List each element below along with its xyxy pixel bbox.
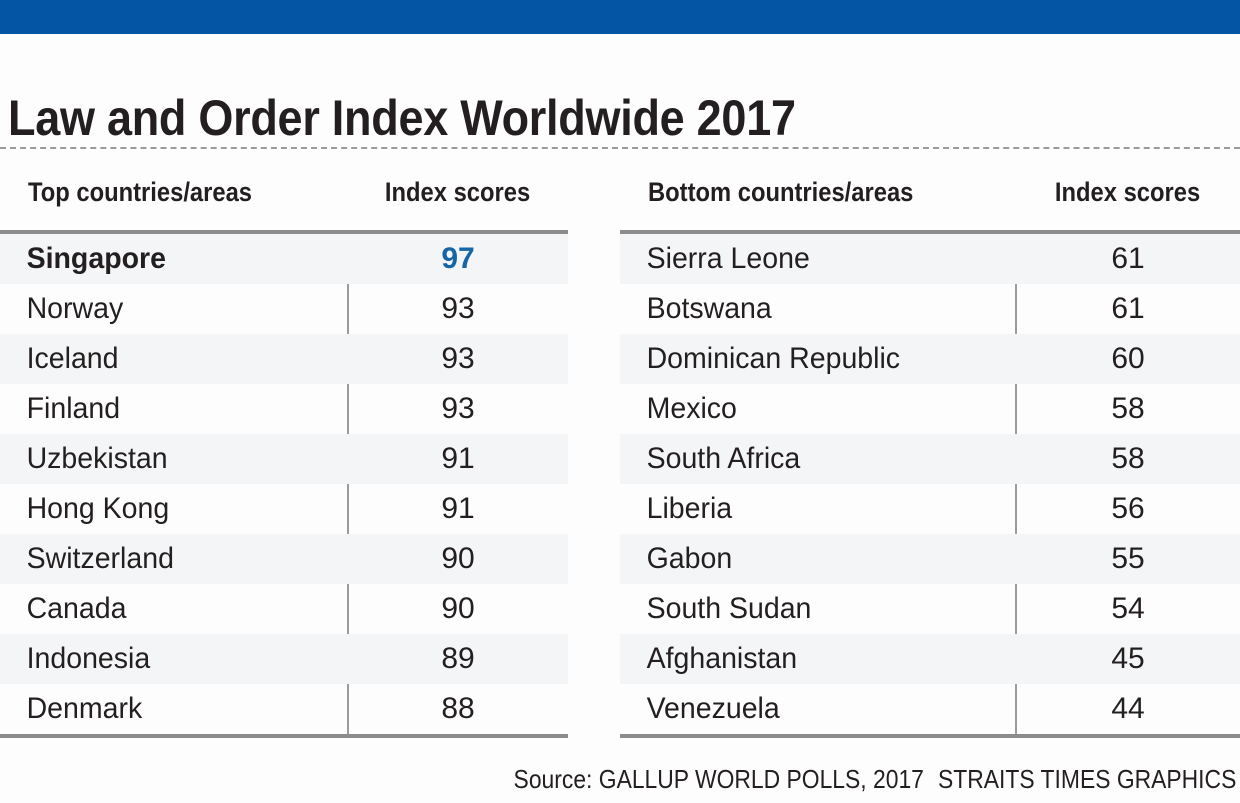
country-score: 90 — [441, 542, 475, 575]
table-row[interactable]: Botswana 61 — [620, 284, 1240, 334]
table-row[interactable]: Denmark 88 — [0, 684, 568, 734]
table-row[interactable]: Mexico 58 — [620, 384, 1240, 434]
country-score: 93 — [441, 342, 475, 375]
table-row[interactable]: Switzerland 90 — [0, 534, 568, 584]
table-header-row: Top countries/areas Index scores — [0, 176, 568, 230]
table-row[interactable]: Iceland 93 — [0, 334, 568, 384]
country-name: Denmark — [26, 692, 143, 725]
country-score: 60 — [1111, 342, 1145, 375]
top-accent-bar — [0, 0, 1240, 34]
country-name: Norway — [26, 292, 124, 325]
country-name: South Africa — [646, 442, 801, 475]
country-score: 61 — [1111, 292, 1145, 325]
source-attribution: Source: GALLUP WORLD POLLS, 2017 STRAITS … — [513, 764, 1236, 794]
country-score: 93 — [441, 392, 475, 425]
header-rule-left — [0, 230, 568, 234]
country-name: Hong Kong — [26, 492, 170, 525]
country-score: 91 — [441, 442, 475, 475]
bottom-countries-table: Bottom countries/areas Index scores Sier… — [620, 176, 1240, 738]
table-row[interactable]: Singapore 97 — [0, 234, 568, 284]
country-score: 58 — [1111, 392, 1145, 425]
country-name: Indonesia — [26, 642, 151, 675]
table-row[interactable]: South Africa 58 — [620, 434, 1240, 484]
source-text: Source: GALLUP WORLD POLLS, 2017 — [513, 764, 924, 794]
country-name: South Sudan — [646, 592, 812, 625]
table-row[interactable]: Uzbekistan 91 — [0, 434, 568, 484]
header-rule-right — [620, 230, 1240, 234]
tables-container: Top countries/areas Index scores Singapo… — [0, 176, 1240, 752]
country-score: 44 — [1111, 692, 1145, 725]
header-country-cell: Bottom countries/areas — [620, 176, 1016, 208]
country-name: Botswana — [646, 292, 772, 325]
country-score: 55 — [1111, 542, 1145, 575]
country-name: Liberia — [646, 492, 733, 525]
country-score: 93 — [441, 292, 475, 325]
graphics-credit: STRAITS TIMES GRAPHICS — [937, 764, 1236, 794]
table-header-row: Bottom countries/areas Index scores — [620, 176, 1240, 230]
country-score: 54 — [1111, 592, 1145, 625]
table-row[interactable]: Liberia 56 — [620, 484, 1240, 534]
table-row[interactable]: Sierra Leone 61 — [620, 234, 1240, 284]
table-row[interactable]: Afghanistan 45 — [620, 634, 1240, 684]
table-row[interactable]: South Sudan 54 — [620, 584, 1240, 634]
country-score: 88 — [441, 692, 475, 725]
country-name: Dominican Republic — [646, 342, 901, 375]
country-score: 58 — [1111, 442, 1145, 475]
table-row[interactable]: Dominican Republic 60 — [620, 334, 1240, 384]
country-name: Switzerland — [26, 542, 174, 575]
country-score: 91 — [441, 492, 475, 525]
table-row[interactable]: Canada 90 — [0, 584, 568, 634]
country-name: Sierra Leone — [646, 242, 810, 275]
country-name: Finland — [26, 392, 121, 425]
table-row[interactable]: Indonesia 89 — [0, 634, 568, 684]
header-bottom-countries: Bottom countries/areas — [648, 177, 914, 207]
country-name: Iceland — [26, 342, 119, 375]
table-row[interactable]: Finland 93 — [0, 384, 568, 434]
header-country-cell: Top countries/areas — [0, 176, 348, 208]
country-score: 45 — [1111, 642, 1145, 675]
table-row[interactable]: Venezuela 44 — [620, 684, 1240, 734]
country-name: Afghanistan — [646, 642, 798, 675]
table-row[interactable]: Norway 93 — [0, 284, 568, 334]
title-divider — [0, 147, 1240, 149]
country-score: 90 — [441, 592, 475, 625]
top-countries-table: Top countries/areas Index scores Singapo… — [0, 176, 568, 738]
country-name: Uzbekistan — [26, 442, 168, 475]
bottom-countries-body: Sierra Leone 61 Botswana 61 Dominican Re… — [620, 234, 1240, 734]
country-score: 56 — [1111, 492, 1145, 525]
country-name: Gabon — [646, 542, 733, 575]
header-index-scores-left: Index scores — [385, 177, 531, 207]
country-score: 97 — [441, 242, 475, 275]
header-index-scores-right: Index scores — [1055, 177, 1201, 207]
column-divider-left — [347, 242, 349, 734]
page-title: Law and Order Index Worldwide 2017 — [8, 89, 796, 146]
country-name: Mexico — [646, 392, 737, 425]
footer-rule-right — [620, 734, 1240, 738]
header-top-countries: Top countries/areas — [28, 177, 253, 207]
header-score-cell: Index scores — [1016, 176, 1240, 208]
country-name: Singapore — [26, 242, 166, 275]
country-score: 89 — [441, 642, 475, 675]
top-countries-body: Singapore 97 Norway 93 Iceland 93 Finlan… — [0, 234, 568, 734]
column-divider-right — [1015, 242, 1017, 734]
header-score-cell: Index scores — [348, 176, 568, 208]
country-name: Canada — [26, 592, 127, 625]
country-score: 61 — [1111, 242, 1145, 275]
table-row[interactable]: Gabon 55 — [620, 534, 1240, 584]
footer-rule-left — [0, 734, 568, 738]
table-row[interactable]: Hong Kong 91 — [0, 484, 568, 534]
country-name: Venezuela — [646, 692, 780, 725]
